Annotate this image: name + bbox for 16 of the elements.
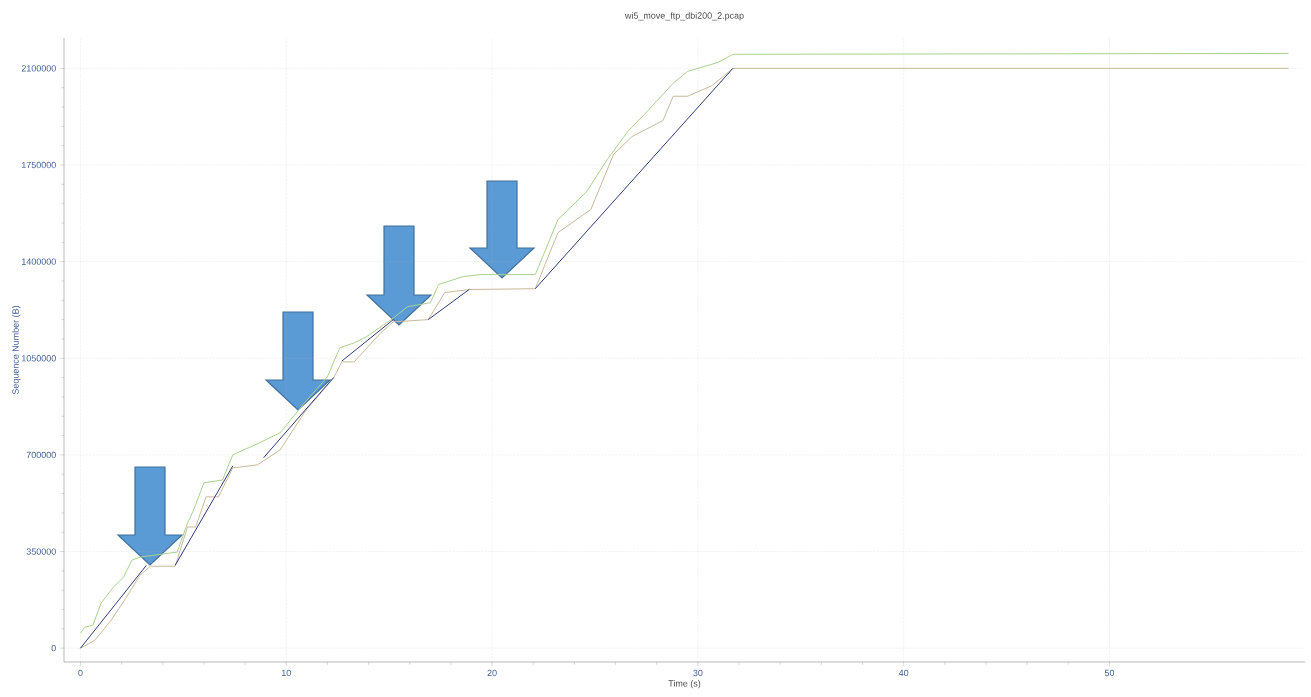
- y-tick-label: 350000: [26, 548, 56, 555]
- x-tick-label: 30: [693, 669, 703, 677]
- x-tick-label: 20: [487, 669, 497, 677]
- y-tick-label: 1050000: [22, 355, 56, 362]
- x-tick-label: 0: [78, 669, 83, 677]
- x-tick-label: 40: [898, 669, 909, 677]
- y-tick-label: 2100000: [21, 65, 56, 72]
- x-tick-label: 50: [1104, 669, 1115, 677]
- x-tick-label: 10: [281, 669, 291, 677]
- y-axis-title: Sequence Number (B): [12, 305, 21, 395]
- y-tick-label: 0: [51, 645, 56, 652]
- y-tick-label: 1400000: [22, 258, 56, 265]
- chart-title: wi5_move_ftp_dbi200_2.pcap: [624, 12, 744, 21]
- y-tick-label: 1750000: [22, 161, 56, 169]
- x-axis-title: Time (s): [668, 679, 701, 689]
- y-tick-label: 700000: [26, 451, 56, 459]
